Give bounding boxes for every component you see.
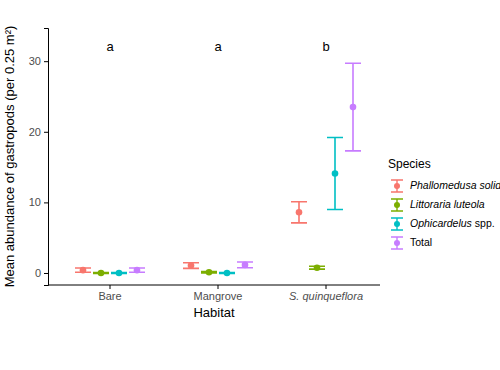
- series: [129, 63, 361, 273]
- x-tick: S. quinqueflora: [289, 285, 363, 302]
- y-tick-mark: [44, 273, 48, 274]
- error-bar: [291, 202, 307, 223]
- point: [350, 104, 357, 111]
- legend-key: [391, 199, 403, 211]
- x-tick: Bare: [98, 285, 121, 302]
- x-axis-title: Habitat: [193, 305, 235, 320]
- x-axis: Bare Mangrove S. quinqueflora: [48, 285, 380, 302]
- x-tick-mark: [326, 285, 327, 289]
- legend-label: Ophicardelus spp.: [410, 217, 495, 229]
- error-bar: [237, 262, 253, 268]
- point: [332, 170, 339, 177]
- legend-key: [394, 202, 400, 208]
- annotation: a: [106, 39, 114, 54]
- y-tick: 20: [29, 126, 48, 138]
- series: [75, 202, 307, 274]
- point: [80, 267, 87, 274]
- series: [111, 137, 343, 276]
- y-tick-label: 20: [29, 126, 41, 138]
- series: [93, 264, 325, 276]
- legend-label: Littoraria luteola: [410, 198, 485, 210]
- point: [98, 270, 105, 277]
- y-axis-line: [44, 29, 49, 286]
- y-tick: 30: [29, 55, 48, 67]
- point: [116, 270, 123, 277]
- x-tick-mark: [218, 285, 219, 289]
- x-tick: Mangrove: [194, 285, 243, 302]
- y-tick-mark: [44, 61, 48, 62]
- point: [296, 209, 303, 216]
- point: [188, 262, 195, 269]
- chart: 0 10 20 30 Bare Mangrove S. quinqueflora Habita…: [0, 0, 500, 370]
- point: [206, 269, 213, 276]
- x-tick-label: Mangrove: [194, 290, 243, 302]
- legend-key: [391, 218, 403, 230]
- x-tick-label: S. quinqueflora: [289, 290, 363, 302]
- y-axis-title: Mean abundance of gastropods (per 0.25 m…: [2, 26, 17, 288]
- point: [314, 264, 321, 271]
- x-tick-mark: [110, 285, 111, 289]
- legend-key: [391, 180, 403, 192]
- legend: Species Phallomedusa solida Littoraria lut…: [388, 157, 500, 249]
- point: [134, 267, 141, 274]
- error-bar: [345, 63, 361, 151]
- legend-key: [394, 240, 400, 246]
- x-tick-label: Bare: [98, 290, 121, 302]
- legend-label: Total: [410, 236, 432, 248]
- point: [224, 270, 231, 277]
- error-bar: [183, 263, 199, 269]
- error-bar: [327, 137, 343, 209]
- legend-key: [394, 221, 400, 227]
- y-tick: 10: [29, 196, 48, 208]
- point: [242, 262, 249, 269]
- y-axis: 0 10 20 30: [29, 29, 49, 286]
- annotation: a: [214, 39, 222, 54]
- annotation: b: [322, 39, 329, 54]
- legend-key: [391, 237, 403, 249]
- y-tick: 0: [35, 267, 48, 279]
- legend-title: Species: [388, 157, 431, 171]
- y-tick-mark: [44, 202, 48, 203]
- y-tick-label: 30: [29, 55, 41, 67]
- y-tick-label: 0: [35, 267, 41, 279]
- y-tick-mark: [44, 132, 48, 133]
- x-axis-line: [48, 285, 380, 286]
- y-tick-label: 10: [29, 196, 41, 208]
- plot-area: [75, 63, 361, 276]
- legend-label: Phallomedusa solida: [410, 179, 500, 191]
- legend-key: [394, 183, 400, 189]
